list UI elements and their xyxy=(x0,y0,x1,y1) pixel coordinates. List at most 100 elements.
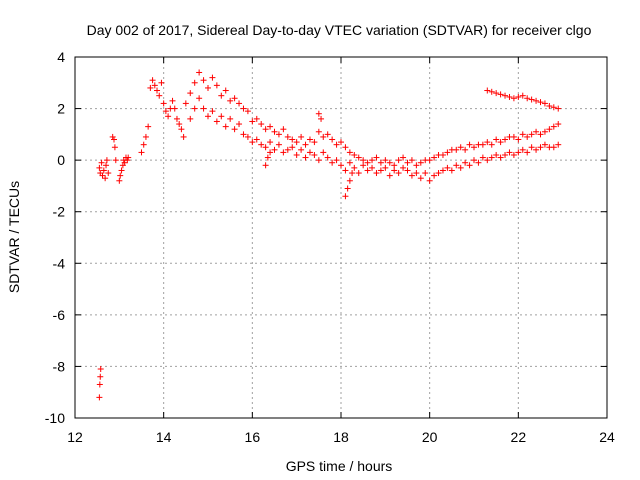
plot-frame xyxy=(74,56,608,419)
data-point xyxy=(493,90,500,97)
data-point xyxy=(244,108,251,115)
data-point xyxy=(200,77,207,84)
data-point xyxy=(453,146,460,153)
data-point xyxy=(537,99,544,106)
data-point xyxy=(351,164,358,171)
data-point xyxy=(271,128,278,135)
data-point xyxy=(506,149,513,156)
data-point xyxy=(284,133,291,140)
data-point xyxy=(519,146,526,153)
data-point xyxy=(413,170,420,177)
data-point xyxy=(103,157,110,164)
data-point xyxy=(488,154,495,161)
data-point xyxy=(400,164,407,171)
data-point xyxy=(205,84,211,91)
data-point xyxy=(249,139,256,146)
data-point xyxy=(105,170,112,177)
data-point xyxy=(404,167,411,174)
data-point xyxy=(519,92,526,99)
data-point xyxy=(222,123,229,130)
data-point xyxy=(289,144,296,151)
data-point xyxy=(355,170,362,177)
data-points xyxy=(96,69,562,401)
data-point xyxy=(275,141,282,148)
data-point xyxy=(546,126,553,133)
data-point xyxy=(484,87,491,94)
data-point xyxy=(191,79,198,86)
x-tick-label: 22 xyxy=(511,429,527,445)
data-point xyxy=(528,144,535,151)
data-point xyxy=(112,157,119,164)
series-track-c xyxy=(484,87,562,112)
data-point xyxy=(391,167,398,174)
data-point xyxy=(502,151,509,158)
data-point xyxy=(154,87,161,94)
series-early-fragments xyxy=(96,133,132,401)
data-point xyxy=(329,159,336,166)
data-point xyxy=(140,141,147,148)
data-point xyxy=(171,105,178,112)
data-point xyxy=(510,151,517,158)
data-point xyxy=(111,136,118,143)
y-tick-labels: -10 -8 -6 -4 -2 0 2 4 xyxy=(45,49,65,426)
x-tick-label: 12 xyxy=(67,429,83,445)
data-point xyxy=(109,133,116,140)
data-point xyxy=(267,123,274,130)
data-point xyxy=(555,141,562,148)
data-point xyxy=(96,381,103,388)
data-point xyxy=(346,177,353,184)
data-point xyxy=(541,141,548,148)
data-point xyxy=(351,151,358,158)
data-point xyxy=(346,149,353,156)
data-point xyxy=(324,154,331,161)
data-point xyxy=(267,139,274,146)
data-point xyxy=(187,115,194,122)
data-point xyxy=(382,164,389,171)
data-point xyxy=(262,144,269,151)
data-point xyxy=(218,92,225,99)
data-point xyxy=(439,151,446,158)
data-point xyxy=(344,185,351,192)
data-point xyxy=(475,159,482,166)
y-tick-label: 0 xyxy=(57,152,65,168)
data-point xyxy=(346,159,353,166)
data-point xyxy=(315,157,322,164)
data-point xyxy=(125,154,132,161)
data-point xyxy=(315,128,322,135)
y-axis-title: SDTVAR / TECUs xyxy=(6,181,22,293)
data-point xyxy=(236,121,243,128)
data-point xyxy=(342,193,349,200)
data-point xyxy=(96,164,103,171)
data-point xyxy=(117,172,124,179)
data-point xyxy=(533,128,540,135)
data-point xyxy=(173,115,180,122)
data-point xyxy=(555,105,562,112)
x-tick-label: 14 xyxy=(156,429,172,445)
data-point xyxy=(515,93,522,100)
data-point xyxy=(502,136,509,143)
x-tick-label: 20 xyxy=(422,429,438,445)
data-point xyxy=(169,97,176,104)
data-point xyxy=(555,121,562,128)
y-tick-label: -6 xyxy=(53,307,66,323)
data-point xyxy=(510,95,517,102)
data-point xyxy=(404,159,411,166)
data-point xyxy=(373,170,380,177)
data-point xyxy=(360,157,367,164)
data-point xyxy=(306,149,313,156)
data-point xyxy=(318,115,325,122)
data-point xyxy=(218,113,225,120)
data-point xyxy=(497,139,504,146)
chart-title: Day 002 of 2017, Sidereal Day-to-day VTE… xyxy=(87,22,592,38)
data-point xyxy=(160,100,167,107)
data-point xyxy=(244,133,251,140)
data-point xyxy=(240,105,247,112)
data-point xyxy=(519,131,526,138)
data-point xyxy=(267,149,274,156)
data-point xyxy=(550,144,557,151)
data-point xyxy=(395,157,402,164)
data-point xyxy=(253,115,260,122)
data-point xyxy=(200,105,207,112)
data-point xyxy=(541,128,548,135)
